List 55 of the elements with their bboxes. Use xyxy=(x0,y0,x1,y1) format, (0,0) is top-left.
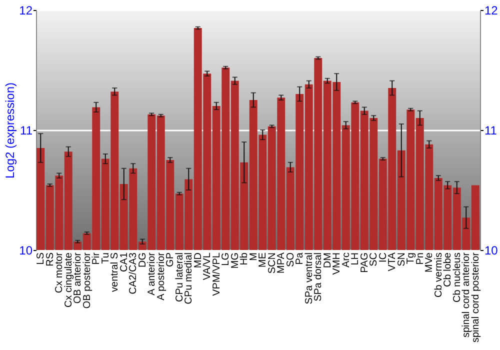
y-tick-label: 12 xyxy=(19,4,33,18)
x-tick-label: A posterior xyxy=(156,252,167,300)
x-tick-label: spinal cord anterior xyxy=(461,252,472,338)
x-tick-label: M xyxy=(248,252,260,261)
x-tick-label: DG xyxy=(137,252,148,268)
x-tick-label: Cb nucleus xyxy=(452,252,463,303)
x-tick-label: Arc xyxy=(340,252,352,268)
x-tick-label: LS xyxy=(36,252,47,265)
x-tick-label: VPM/VPL xyxy=(211,252,222,296)
y-axis-title: Log2 (expression) xyxy=(3,82,18,179)
x-tick-label: Pa xyxy=(294,252,306,265)
x-tick-label: Tu xyxy=(100,252,112,264)
x-tick-label: Cx cingulate xyxy=(63,252,74,308)
x-tick-label: CPu medial xyxy=(184,252,195,304)
x-tick-label: SC xyxy=(368,252,380,266)
x-tick-label: SPa ventral xyxy=(304,252,315,304)
x-tick-label: RS xyxy=(44,252,56,266)
x-tick-label: Hb xyxy=(239,252,250,266)
x-tick-label: LH xyxy=(350,252,362,266)
x-tick-label: Pir xyxy=(91,252,102,265)
x-tick-label: SPa dorsal xyxy=(313,252,324,302)
x-tick-label: MD xyxy=(192,252,204,268)
x-tick-label: SO xyxy=(285,252,296,267)
x-tick-label: SCN xyxy=(266,252,278,274)
x-tick-label: VMH xyxy=(332,252,343,275)
x-tick-label: SN xyxy=(396,252,408,266)
y2-tick-label: 12 xyxy=(484,4,498,18)
x-tick-label: PAG xyxy=(359,252,370,273)
y-tick-label: 10 xyxy=(19,244,33,258)
x-tick-label: VA/VL xyxy=(202,252,214,280)
x-tick-label: Cb vermis xyxy=(433,252,444,298)
x-tick-label: A anterior xyxy=(146,252,158,296)
x-tick-label: spinal cord posterior xyxy=(470,252,482,343)
x-tick-label: Cb lobe xyxy=(442,252,454,287)
x-tick-label: Pn xyxy=(414,252,426,265)
x-tick-label: MPA xyxy=(276,252,288,274)
x-tick-label: GP xyxy=(165,252,176,267)
x-tick-label: ME xyxy=(258,252,269,268)
x-tick-label: OB anterior xyxy=(72,252,84,304)
x-tick-label: CPu lateral xyxy=(174,252,186,302)
y2-tick-label: 11 xyxy=(484,124,498,138)
x-tick-label: LG xyxy=(220,252,232,266)
x-tick-label: VTA xyxy=(387,252,398,272)
x-tick-label: MVe xyxy=(424,252,436,273)
x-tick-label: MG xyxy=(230,252,241,269)
x-tick-label: Tg xyxy=(406,252,417,264)
x-tick-label: CA2/CA3 xyxy=(128,252,140,294)
x-tick-label: IC xyxy=(378,252,389,262)
x-tick-label: ventral S xyxy=(110,252,121,292)
x-tick-label: CA1 xyxy=(118,252,130,272)
x-tick-label: DM xyxy=(322,252,334,268)
y2-tick-label: 10 xyxy=(484,244,498,258)
y-tick-label: 11 xyxy=(20,124,33,138)
x-tick-label: OB posterior xyxy=(82,252,93,309)
x-tick-label: Cx motor xyxy=(54,252,66,294)
